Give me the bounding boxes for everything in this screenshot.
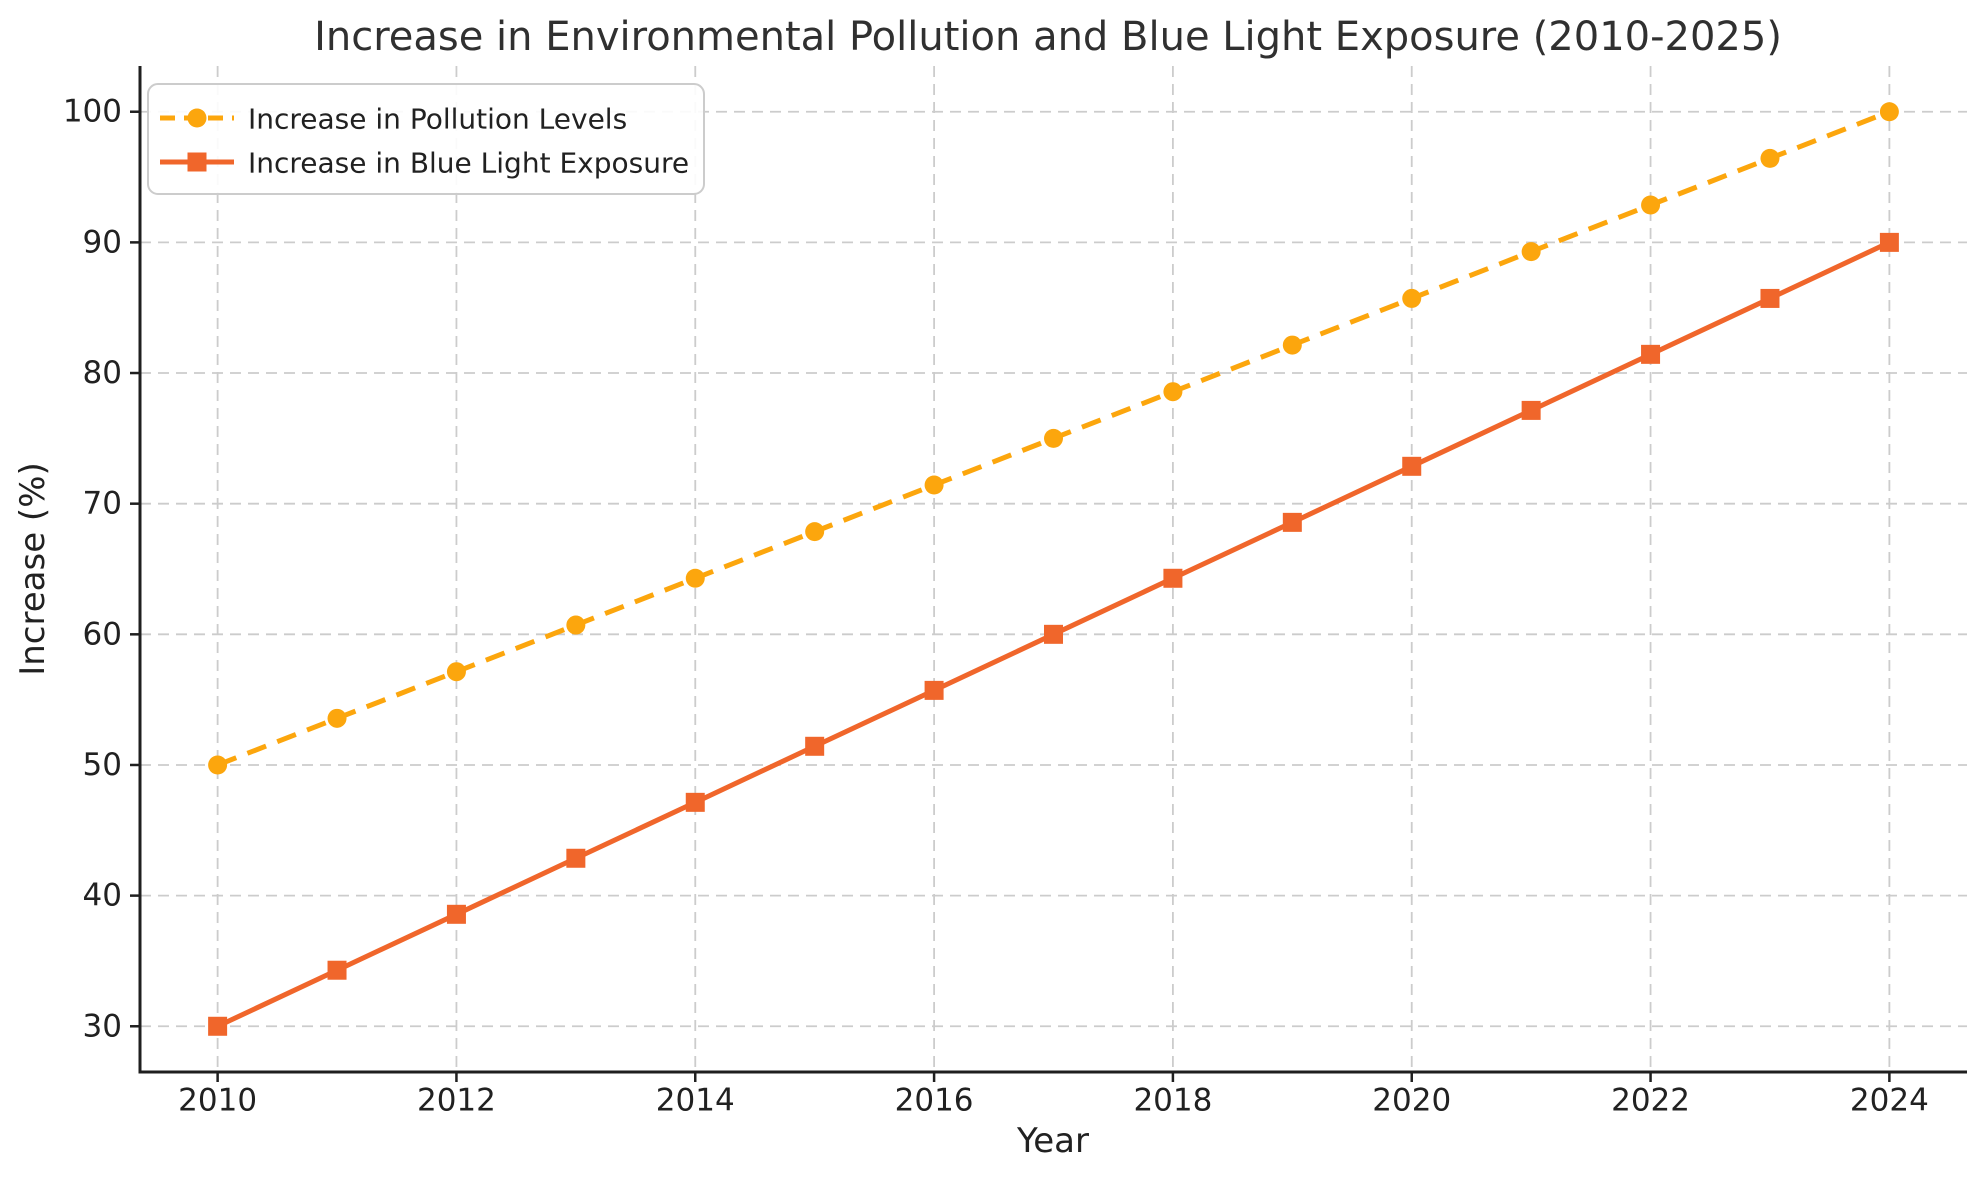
data-point-marker	[805, 522, 825, 542]
series	[208, 102, 1899, 1036]
data-point-marker	[446, 662, 466, 682]
x-tick-label: 2022	[1611, 1082, 1690, 1118]
data-point-marker	[1163, 382, 1183, 402]
data-point-marker	[1402, 288, 1422, 308]
data-point-marker	[1879, 102, 1899, 122]
data-point-marker	[924, 475, 944, 495]
data-point-marker	[1641, 344, 1661, 364]
legend-frame	[147, 83, 705, 195]
data-point-marker	[1760, 288, 1780, 308]
data-point-marker	[208, 1016, 228, 1036]
y-tick-label: 60	[83, 616, 122, 652]
data-point-marker	[566, 615, 586, 635]
y-tick-label: 50	[83, 747, 122, 783]
y-tick-label: 40	[83, 878, 122, 914]
x-tick-label: 2014	[656, 1082, 735, 1118]
data-point-marker	[805, 736, 825, 756]
chart-title: Increase in Environmental Pollution and …	[314, 14, 1782, 60]
data-point-marker	[1282, 512, 1302, 532]
data-point-marker	[566, 848, 586, 868]
x-tick-label: 2018	[1133, 1082, 1212, 1118]
data-point-marker	[327, 708, 347, 728]
x-tick-label: 2020	[1372, 1082, 1451, 1118]
x-tick-label: 2024	[1850, 1082, 1929, 1118]
data-point-marker	[1163, 568, 1183, 588]
data-point-marker	[1521, 400, 1541, 420]
y-axis-label: Increase (%)	[13, 462, 53, 676]
x-tick-label: 2016	[895, 1082, 974, 1118]
data-point-marker	[1044, 428, 1063, 448]
data-point-marker	[1044, 624, 1063, 644]
y-tick-label: 80	[83, 355, 122, 391]
data-point-marker	[208, 755, 228, 775]
x-tick-label: 2010	[178, 1082, 257, 1118]
data-point-marker	[924, 680, 944, 700]
data-point-marker	[1282, 335, 1302, 355]
data-point-marker	[685, 568, 705, 588]
data-point-marker	[685, 792, 705, 812]
legend-circle-marker-icon	[187, 108, 207, 128]
data-point-marker	[446, 904, 466, 924]
x-axis-label: Year	[1016, 1121, 1089, 1161]
axes: 2010 2012 2014 2016 2018 2020 2022 2024 30 40 50 60…	[63, 66, 1967, 1118]
data-point-marker	[327, 960, 347, 980]
data-point-marker	[1879, 232, 1899, 252]
data-point-marker	[1760, 148, 1780, 168]
legend: Increase in Pollution Levels Increase in…	[147, 83, 705, 195]
data-point-marker	[1521, 242, 1541, 262]
data-point-marker	[1641, 195, 1661, 215]
legend-square-marker-icon	[187, 152, 207, 172]
grid	[140, 66, 1967, 1072]
y-tick-label: 90	[83, 224, 122, 260]
legend-label-pollution: Increase in Pollution Levels	[248, 103, 627, 136]
y-tick-label: 100	[63, 94, 122, 130]
x-tick-label: 2012	[417, 1082, 496, 1118]
y-tick-label: 30	[83, 1008, 122, 1044]
data-point-marker	[1402, 456, 1422, 476]
y-tick-label: 70	[83, 486, 122, 522]
legend-label-bluelight: Increase in Blue Light Exposure	[248, 147, 689, 180]
